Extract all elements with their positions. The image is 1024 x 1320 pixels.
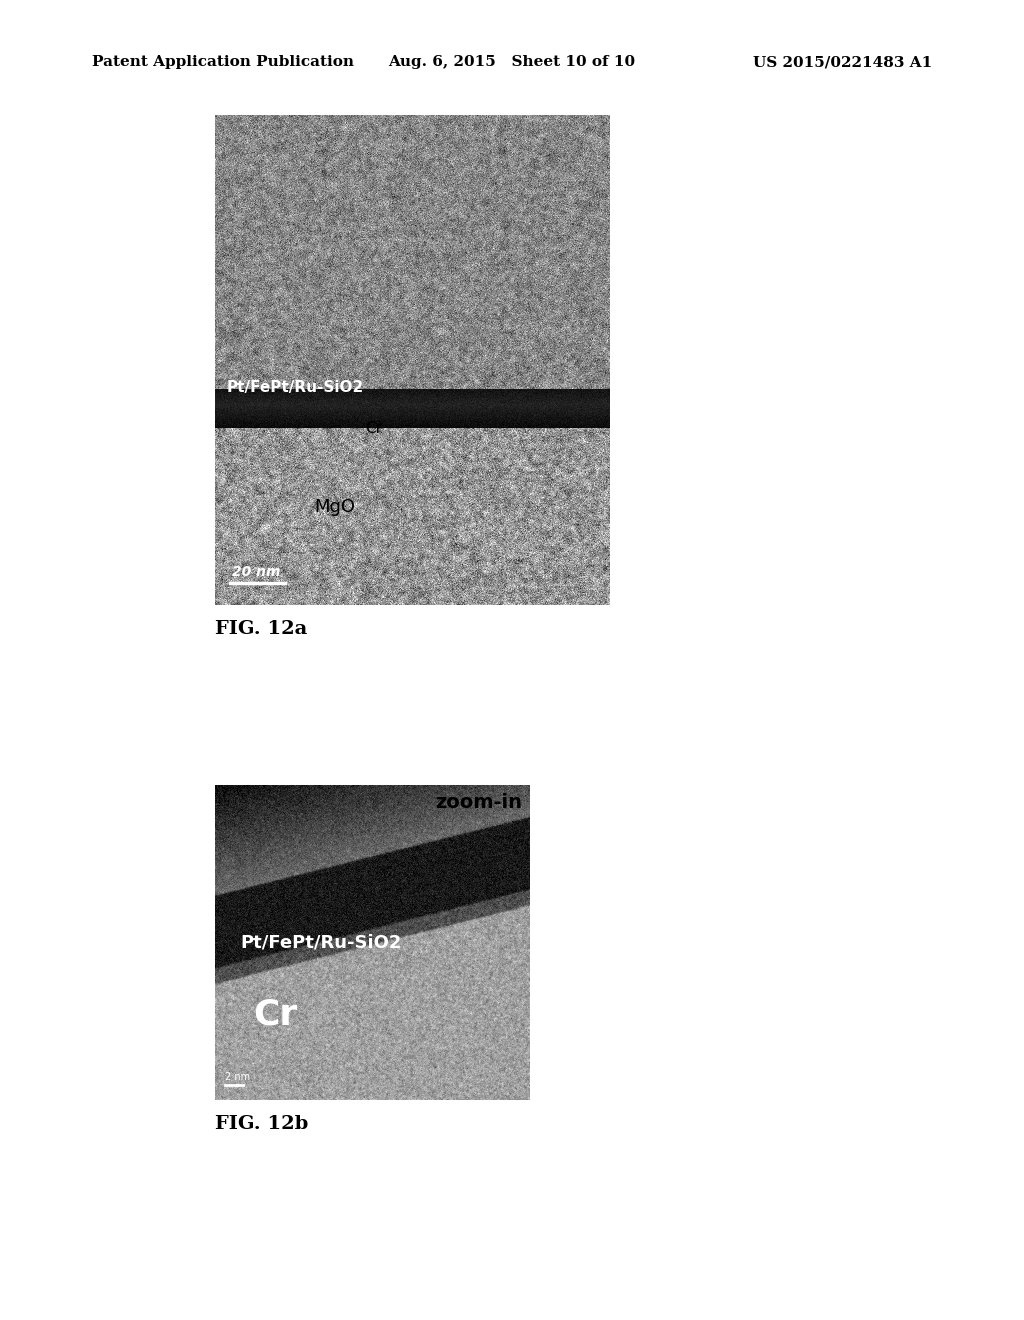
Text: Cr: Cr (366, 421, 382, 436)
Text: 20 nm: 20 nm (232, 565, 281, 579)
Text: FIG. 12a: FIG. 12a (215, 620, 307, 638)
Text: MgO: MgO (313, 498, 354, 516)
Text: FIG. 12b: FIG. 12b (215, 1115, 308, 1133)
Text: US 2015/0221483 A1: US 2015/0221483 A1 (753, 55, 932, 70)
Text: Patent Application Publication: Patent Application Publication (92, 55, 354, 70)
Text: Cr: Cr (253, 998, 297, 1032)
Text: Pt/FePt/Ru-SiO2: Pt/FePt/Ru-SiO2 (241, 933, 401, 952)
Text: zoom-in: zoom-in (435, 793, 522, 812)
Text: 2 nm: 2 nm (225, 1072, 250, 1082)
Text: Pt/FePt/Ru-SiO2: Pt/FePt/Ru-SiO2 (227, 380, 365, 395)
Text: Aug. 6, 2015   Sheet 10 of 10: Aug. 6, 2015 Sheet 10 of 10 (388, 55, 636, 70)
